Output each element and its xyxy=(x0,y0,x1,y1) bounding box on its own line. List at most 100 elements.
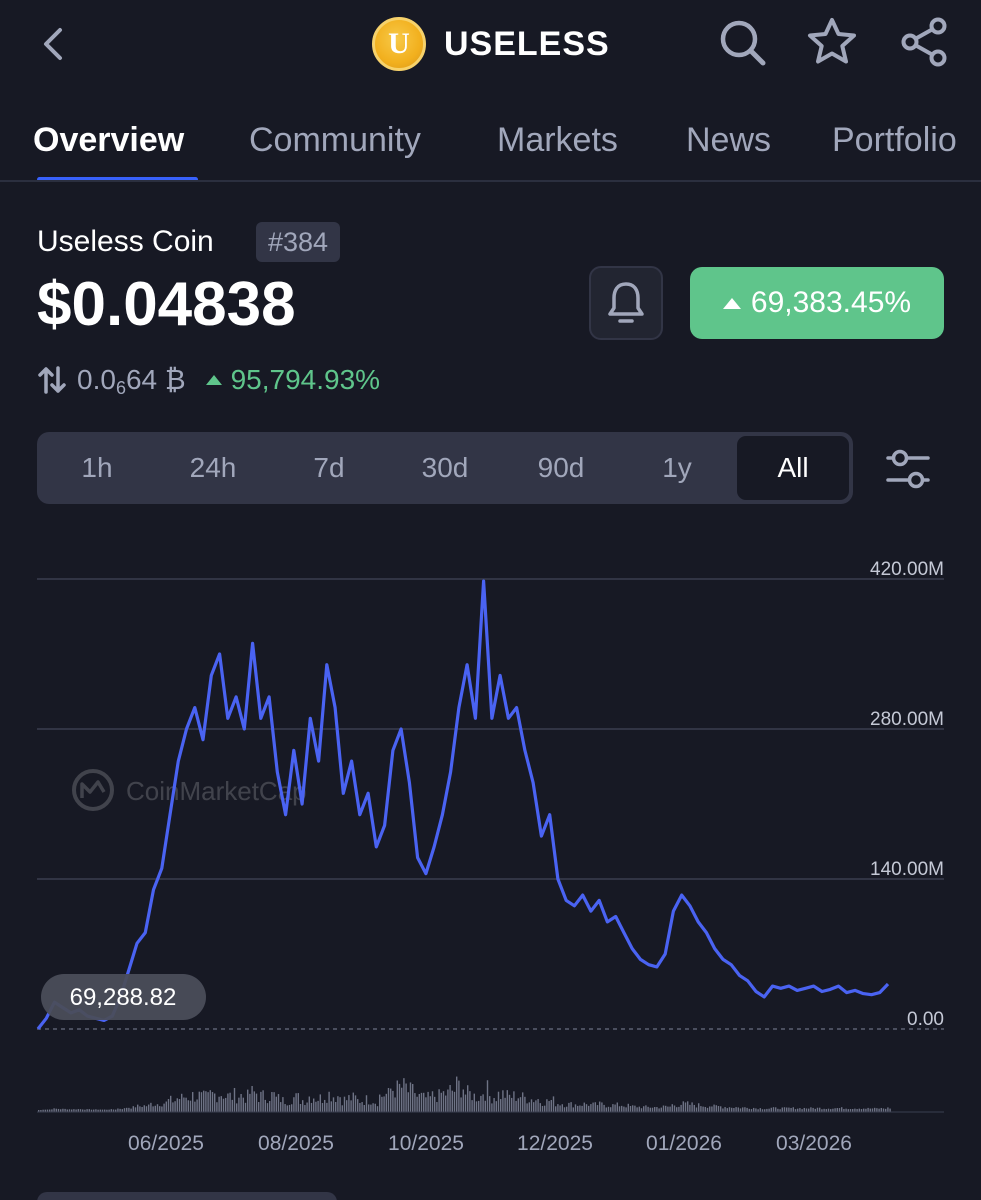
volume-bar xyxy=(858,1108,860,1112)
volume-bar xyxy=(240,1093,242,1112)
tab-markets[interactable]: Markets xyxy=(497,121,618,159)
volume-bar xyxy=(691,1102,693,1112)
volume-bar xyxy=(522,1092,524,1112)
volume-bar xyxy=(814,1108,816,1112)
volume-bar xyxy=(715,1105,717,1112)
range-option-90d[interactable]: 90d xyxy=(537,452,585,483)
volume-bar xyxy=(724,1107,726,1112)
volume-bar xyxy=(269,1100,271,1112)
volume-bar xyxy=(638,1106,640,1112)
volume-bar xyxy=(449,1085,451,1112)
range-option-1y[interactable]: 1y xyxy=(662,452,692,483)
volume-bar xyxy=(207,1092,209,1112)
range-option-24h[interactable]: 24h xyxy=(189,452,237,483)
volume-bar xyxy=(77,1109,79,1112)
volume-bar xyxy=(420,1092,423,1112)
volume-bar xyxy=(130,1108,132,1112)
back-icon[interactable] xyxy=(36,24,72,64)
volume-bar xyxy=(764,1109,766,1112)
search-icon[interactable] xyxy=(716,16,768,68)
range-option-all[interactable]: All xyxy=(737,436,849,500)
volume-bar xyxy=(275,1096,277,1112)
volume-bar xyxy=(64,1108,66,1112)
volume-bar xyxy=(194,1101,196,1112)
volume-bar xyxy=(447,1089,449,1112)
volume-bar xyxy=(497,1091,500,1112)
volume-bar xyxy=(299,1103,302,1112)
volume-bar xyxy=(832,1108,834,1112)
volume-bar xyxy=(863,1108,865,1112)
range-option-1h[interactable]: 1h xyxy=(81,452,113,483)
btc-change: 95,794.93% xyxy=(205,364,380,396)
volume-bar xyxy=(643,1106,645,1112)
volume-bar xyxy=(330,1101,332,1112)
volume-bar xyxy=(720,1106,722,1112)
volume-bar xyxy=(291,1104,293,1112)
price-alert-button[interactable] xyxy=(589,266,663,340)
volume-bar xyxy=(141,1107,143,1112)
tab-portfolio[interactable]: Portfolio xyxy=(832,121,957,159)
volume-bar xyxy=(451,1090,453,1112)
volume-bar xyxy=(739,1108,742,1112)
volume-bar xyxy=(825,1109,827,1112)
volume-bar xyxy=(805,1108,808,1112)
volume-bar xyxy=(321,1102,324,1112)
volume-bar xyxy=(295,1093,297,1112)
volume-bar xyxy=(607,1106,610,1112)
volume-bar xyxy=(557,1104,559,1112)
volume-bar xyxy=(57,1108,60,1112)
tab-news[interactable]: News xyxy=(686,121,772,159)
volume-bar xyxy=(810,1107,812,1112)
volume-bar xyxy=(438,1089,440,1112)
volume-bar xyxy=(735,1107,737,1112)
volume-bar xyxy=(304,1105,306,1112)
volume-bar xyxy=(137,1104,139,1112)
volume-bar xyxy=(434,1096,436,1112)
volume-bar xyxy=(717,1106,720,1112)
volume-bar xyxy=(288,1104,291,1112)
volume-bar xyxy=(792,1107,794,1112)
volume-bar xyxy=(354,1095,357,1112)
volume-bar xyxy=(489,1096,491,1112)
volume-bar xyxy=(46,1109,49,1112)
volume-bar xyxy=(68,1109,71,1112)
volume-bar xyxy=(247,1089,249,1112)
volume-bar xyxy=(794,1109,797,1112)
volume-bar xyxy=(38,1109,40,1112)
volume-bar xyxy=(264,1099,266,1112)
volume-bar xyxy=(500,1099,502,1112)
range-option-7d[interactable]: 7d xyxy=(313,452,345,483)
volume-bar xyxy=(324,1099,326,1112)
volume-bar xyxy=(361,1102,363,1112)
share-icon[interactable] xyxy=(898,16,950,68)
volume-bar xyxy=(392,1090,394,1112)
volume-bar xyxy=(233,1087,236,1112)
volume-bar xyxy=(176,1098,178,1112)
volume-bar xyxy=(337,1096,339,1112)
volume-bar xyxy=(148,1104,150,1112)
volume-bar xyxy=(467,1085,469,1112)
tab-overview[interactable]: Overview xyxy=(33,121,185,159)
volume-bar xyxy=(71,1109,73,1112)
star-icon[interactable] xyxy=(806,16,858,68)
volume-bar xyxy=(152,1106,154,1112)
volume-bar xyxy=(748,1108,750,1112)
volume-bar xyxy=(139,1106,141,1112)
volume-bar xyxy=(236,1103,238,1112)
up-triangle-icon xyxy=(722,297,741,309)
volume-bar xyxy=(436,1102,438,1112)
volume-bar xyxy=(284,1104,286,1112)
volume-bar xyxy=(515,1100,517,1112)
volume-bar xyxy=(539,1103,541,1112)
swap-arrows-icon[interactable] xyxy=(37,365,67,395)
volume-bar xyxy=(475,1101,478,1112)
volume-bar xyxy=(315,1101,317,1112)
volume-bar xyxy=(313,1098,315,1112)
chart-settings-icon[interactable] xyxy=(882,443,934,495)
price-chart[interactable]: CoinMarketCap 420.00M280.00M140.00M0.00 … xyxy=(0,540,981,1170)
volume-bar xyxy=(786,1107,788,1112)
volume-bar xyxy=(834,1108,836,1112)
range-option-30d[interactable]: 30d xyxy=(421,452,469,483)
tab-community[interactable]: Community xyxy=(249,121,421,159)
volume-bar xyxy=(808,1108,810,1112)
